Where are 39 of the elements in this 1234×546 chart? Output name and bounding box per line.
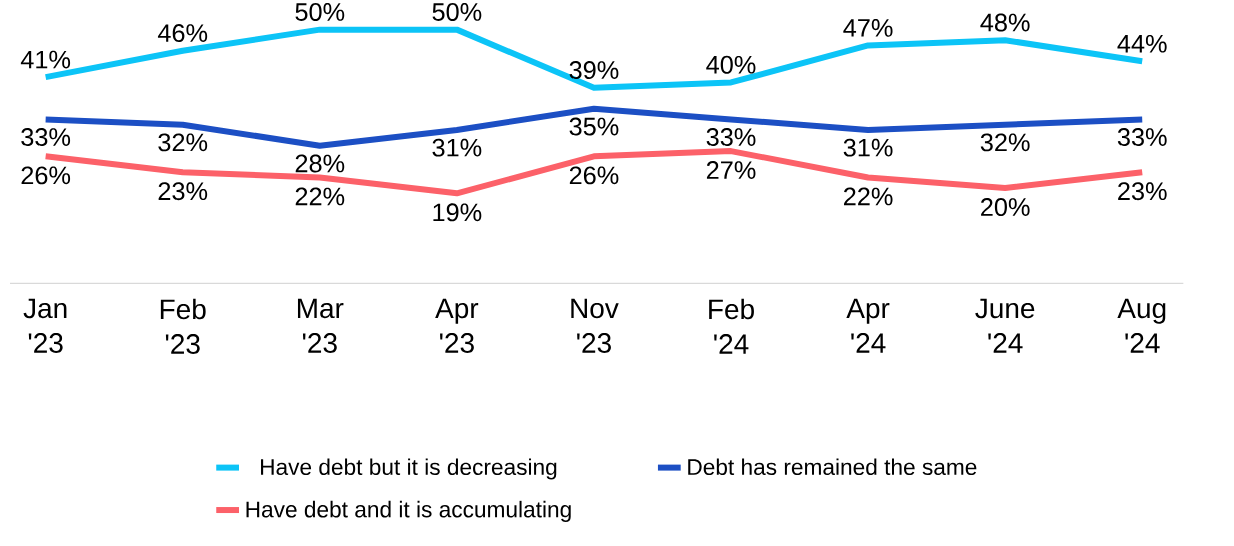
legend-label: Debt has remained the same bbox=[688, 458, 977, 476]
data-label: 50% bbox=[432, 2, 482, 21]
data-label: 32% bbox=[980, 133, 1030, 152]
data-label: 35% bbox=[569, 117, 619, 136]
data-label: 22% bbox=[295, 187, 345, 206]
data-label: 46% bbox=[157, 24, 208, 43]
data-label: 31% bbox=[843, 138, 893, 157]
x-tick-label: Feb '24 bbox=[709, 298, 754, 354]
x-tick-label: Apr '23 bbox=[435, 298, 479, 353]
data-label: 27% bbox=[706, 161, 756, 179]
data-label: 41% bbox=[20, 50, 71, 69]
x-tick-label: Nov '23 bbox=[571, 298, 619, 353]
data-label: 19% bbox=[433, 203, 482, 222]
data-label: 23% bbox=[1118, 182, 1167, 201]
x-tick-label: Jan '23 bbox=[23, 298, 67, 353]
x-tick-label: Apr '24 bbox=[846, 298, 890, 353]
data-label: 22% bbox=[844, 187, 893, 206]
data-label: 40% bbox=[706, 55, 756, 74]
data-label: 33% bbox=[1117, 128, 1167, 147]
legend-label: Have debt but it is decreasing bbox=[261, 458, 557, 480]
x-tick-label: Feb '23 bbox=[160, 298, 206, 354]
data-label: 39% bbox=[569, 61, 619, 80]
data-label: 31% bbox=[432, 138, 482, 157]
data-label: 28% bbox=[295, 154, 345, 173]
data-label: 26% bbox=[569, 166, 619, 185]
data-label: 47% bbox=[843, 19, 893, 37]
legend-label: Have debt and it is accumulating bbox=[246, 500, 571, 522]
data-label: 32% bbox=[158, 133, 208, 152]
x-tick-label: Mar '23 bbox=[297, 298, 344, 353]
data-label: 48% bbox=[980, 13, 1030, 32]
x-tick-label: Aug '24 bbox=[1117, 298, 1166, 353]
data-label: 26% bbox=[21, 166, 71, 185]
x-tick-label: June '24 bbox=[975, 298, 1035, 353]
data-label: 33% bbox=[706, 128, 756, 147]
data-label: 23% bbox=[158, 182, 208, 201]
data-label: 20% bbox=[981, 198, 1030, 217]
data-label: 50% bbox=[295, 2, 345, 21]
data-label: 44% bbox=[1117, 34, 1167, 53]
data-label: 33% bbox=[21, 128, 71, 147]
